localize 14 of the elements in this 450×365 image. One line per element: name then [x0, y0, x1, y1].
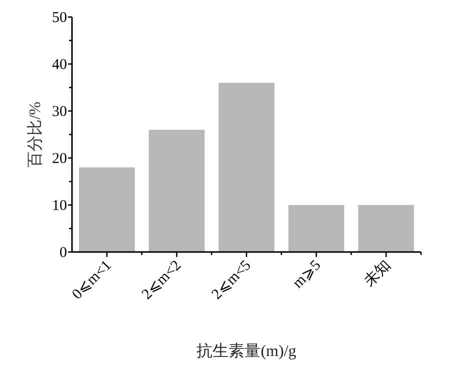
bar — [148, 130, 205, 252]
y-axis-title: 百分比/% — [26, 102, 44, 168]
y-tick-label: 30 — [52, 104, 67, 120]
y-tick-label: 0 — [60, 245, 67, 261]
bar — [218, 82, 274, 252]
bar — [288, 205, 344, 252]
y-tick-label: 50 — [52, 10, 67, 26]
bar — [358, 205, 414, 252]
y-tick-label: 20 — [52, 151, 67, 167]
y-tick-label: 40 — [52, 57, 67, 73]
x-axis-title: 抗生素量(m)/g — [196, 342, 296, 360]
x-tick-label: 未知 — [360, 256, 394, 290]
y-tick-label: 10 — [52, 198, 67, 214]
bar — [78, 167, 135, 252]
